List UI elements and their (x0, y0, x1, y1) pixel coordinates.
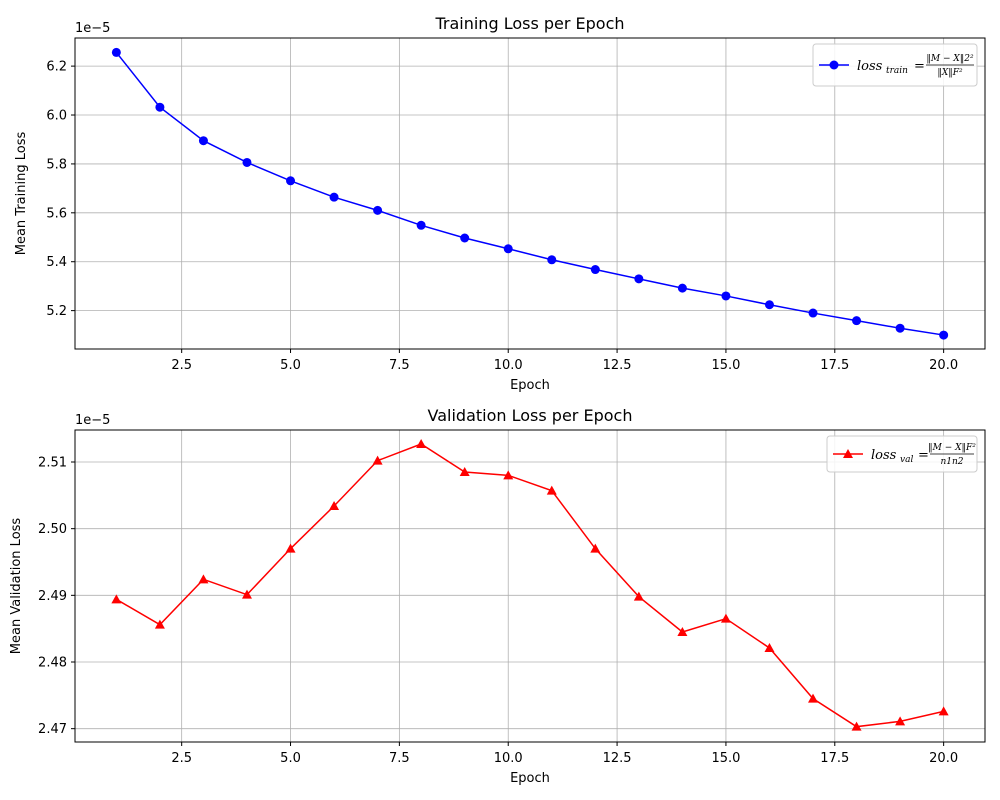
legend: loss train = ‖M − X‖2² ‖X‖F² (812, 43, 978, 87)
x-tick-label: 5.0 (280, 751, 301, 766)
data-point (720, 613, 731, 623)
data-point (242, 157, 252, 167)
data-point (852, 316, 862, 326)
x-tick-label: 20.0 (929, 358, 958, 373)
data-point (939, 330, 949, 340)
legend-box (826, 435, 978, 473)
data-point (459, 467, 470, 476)
x-tick-label: 7.5 (389, 751, 410, 766)
x-axis-label: Epoch (510, 771, 550, 786)
data-point (721, 291, 731, 301)
data-point (895, 323, 905, 333)
series-line (115, 51, 944, 336)
data-point (286, 176, 296, 186)
data-point (547, 255, 557, 265)
chart-title: Validation Loss per Epoch (428, 406, 633, 425)
x-tick-label: 2.5 (171, 751, 192, 766)
plot-frame (74, 37, 986, 350)
y-tick-label: 6.0 (46, 109, 67, 124)
series-line (115, 443, 944, 728)
data-point (198, 574, 209, 584)
x-tick-label: 17.5 (820, 358, 849, 373)
legend-label-sub: train (886, 66, 908, 76)
y-axis-label: Mean Validation Loss (9, 518, 24, 655)
x-tick-label: 12.5 (603, 751, 632, 766)
data-point (503, 470, 514, 480)
validation-loss-chart: 2.5 5.0 7.5 10.0 12.5 15.0 17.5 20.0 2.47 2.48 2.4… (9, 406, 986, 786)
x-tick-label: 12.5 (603, 358, 632, 373)
data-point (590, 543, 601, 553)
legend-numerator: ‖M − X‖F² (928, 443, 976, 453)
legend-denominator: n1n2 (940, 457, 963, 467)
x-tick-label: 10.0 (494, 358, 523, 373)
data-point (416, 220, 426, 230)
data-point (154, 619, 165, 629)
y-axis-label: Mean Training Loss (14, 132, 29, 256)
x-axis-label: Epoch (510, 378, 550, 393)
data-point (329, 501, 340, 510)
data-point (241, 589, 252, 599)
data-point (155, 102, 165, 112)
y-tick-label: 2.51 (38, 456, 67, 471)
legend-equals: = (918, 448, 929, 463)
y-tick-label: 5.2 (46, 304, 67, 319)
y-tick-label: 5.6 (46, 206, 67, 221)
data-point (677, 283, 687, 293)
chart-title: Training Loss per Epoch (434, 14, 624, 33)
data-point (938, 706, 949, 716)
x-tick-label: 5.0 (280, 358, 301, 373)
data-point (808, 693, 819, 703)
legend-marker (829, 60, 839, 70)
legend: loss val = ‖M − X‖F² n1n2 (826, 435, 978, 473)
legend-label-sub: val (900, 455, 913, 465)
data-point (198, 136, 208, 146)
data-point (633, 591, 644, 601)
data-point (764, 300, 774, 310)
data-point (111, 594, 122, 604)
legend-box (812, 43, 978, 87)
data-point (895, 716, 906, 726)
legend-label-main: loss (857, 59, 883, 74)
y-tick-label: 2.49 (38, 589, 67, 604)
y-tick-label: 2.50 (38, 522, 67, 537)
x-tick-label: 15.0 (711, 751, 740, 766)
legend-numerator: ‖M − X‖2² (926, 54, 974, 64)
y-tick-label: 2.47 (38, 722, 67, 737)
legend-label-main: loss (871, 448, 897, 463)
x-tick-label: 20.0 (929, 751, 958, 766)
x-tick-label: 17.5 (820, 751, 849, 766)
data-point (590, 265, 600, 275)
y-offset-label: 1e−5 (75, 21, 110, 36)
y-tick-label: 2.48 (38, 656, 67, 671)
training-loss-chart: 2.5 5.0 7.5 10.0 12.5 15.0 17.5 20.0 5.2 5.4 5.6 5.… (14, 14, 986, 393)
data-point (372, 455, 383, 465)
data-point (764, 643, 775, 652)
y-tick-label: 6.2 (46, 60, 67, 75)
data-point (546, 485, 557, 495)
plot-frame (74, 429, 986, 743)
data-point (677, 627, 688, 636)
x-tick-label: 10.0 (494, 751, 523, 766)
x-tick-label: 2.5 (171, 358, 192, 373)
data-point (111, 47, 121, 57)
data-point (329, 192, 339, 202)
data-point (285, 543, 296, 553)
legend-denominator: ‖X‖F² (937, 68, 963, 78)
data-point (851, 721, 862, 731)
data-point (460, 233, 470, 243)
x-tick-label: 7.5 (389, 358, 410, 373)
y-tick-label: 5.4 (46, 255, 67, 270)
y-offset-label: 1e−5 (75, 413, 110, 428)
data-point (634, 274, 644, 284)
y-tick-label: 5.8 (46, 157, 67, 172)
x-tick-label: 15.0 (711, 358, 740, 373)
data-point (373, 205, 383, 215)
data-point (416, 439, 427, 448)
legend-equals: = (914, 59, 925, 74)
data-point (808, 308, 818, 318)
data-point (503, 244, 513, 254)
legend-marker (843, 449, 853, 458)
